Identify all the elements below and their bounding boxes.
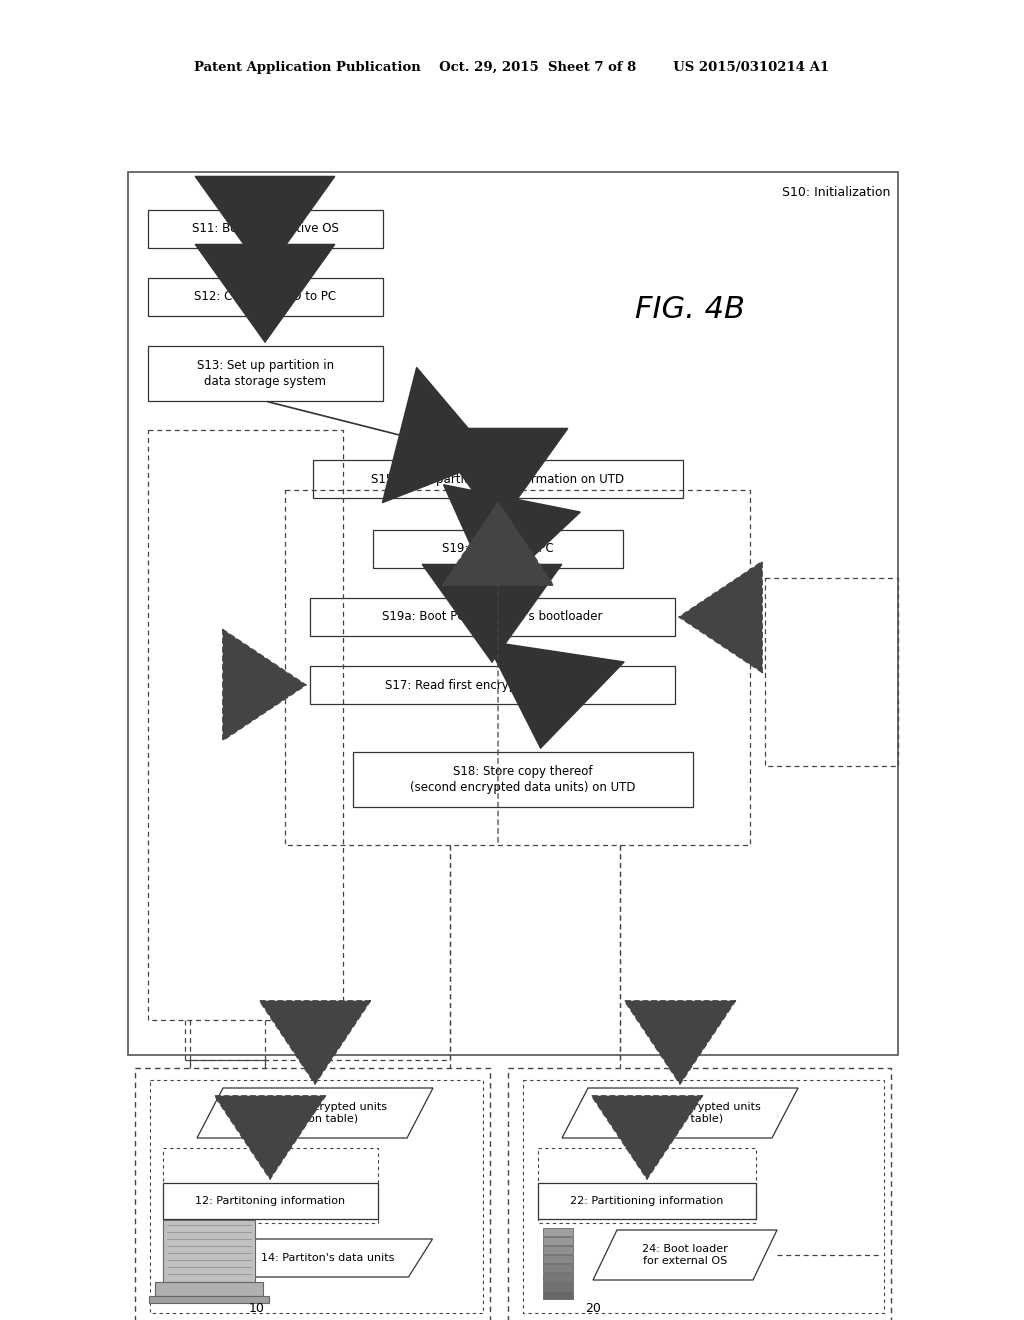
Text: S11: Boot PC's native OS: S11: Boot PC's native OS bbox=[193, 223, 339, 235]
Bar bbox=[150, 1296, 269, 1303]
Text: 24: Boot loader
for external OS: 24: Boot loader for external OS bbox=[642, 1245, 728, 1266]
Bar bbox=[310, 598, 675, 636]
Text: 12: Partitoning information: 12: Partitoning information bbox=[196, 1196, 345, 1206]
Polygon shape bbox=[223, 1239, 432, 1276]
Bar bbox=[543, 1255, 573, 1263]
Bar bbox=[163, 1220, 255, 1282]
Text: S17: Read first encrypted data units: S17: Read first encrypted data units bbox=[385, 678, 600, 692]
Bar bbox=[543, 1237, 573, 1245]
Bar bbox=[135, 1068, 490, 1320]
Bar bbox=[353, 752, 693, 807]
Bar bbox=[148, 210, 383, 248]
Text: Patent Application Publication    Oct. 29, 2015  Sheet 7 of 8        US 2015/031: Patent Application Publication Oct. 29, … bbox=[195, 62, 829, 74]
Text: S12: Connect UTD to PC: S12: Connect UTD to PC bbox=[195, 290, 337, 304]
Bar bbox=[523, 1080, 884, 1313]
Text: S15: Store partitioning information on UTD: S15: Store partitioning information on U… bbox=[372, 473, 625, 486]
Bar bbox=[148, 279, 383, 315]
Bar bbox=[310, 667, 675, 704]
Bar bbox=[765, 578, 898, 766]
Bar bbox=[313, 459, 683, 498]
Text: S13: Set up partition in
data storage system: S13: Set up partition in data storage sy… bbox=[197, 359, 334, 388]
Bar bbox=[285, 490, 750, 845]
Bar bbox=[150, 1080, 483, 1313]
Bar bbox=[163, 1148, 378, 1224]
Bar bbox=[148, 346, 383, 401]
Text: 22: Partitioning information: 22: Partitioning information bbox=[570, 1196, 724, 1206]
Polygon shape bbox=[562, 1088, 798, 1138]
Bar bbox=[543, 1282, 573, 1290]
Bar bbox=[543, 1228, 573, 1236]
Polygon shape bbox=[197, 1088, 433, 1138]
Bar bbox=[543, 1291, 573, 1299]
Text: 220: Second encrypted units
(Partition table): 220: Second encrypted units (Partition t… bbox=[600, 1102, 761, 1123]
Bar bbox=[148, 430, 343, 1020]
Text: S19a: Boot PC from UTD's bootloader: S19a: Boot PC from UTD's bootloader bbox=[382, 610, 603, 623]
Text: 14: Partiton's data units: 14: Partiton's data units bbox=[261, 1253, 394, 1263]
Bar bbox=[538, 1148, 756, 1224]
Text: 120: First encrypted units
(Partition table): 120: First encrypted units (Partition ta… bbox=[244, 1102, 386, 1123]
Text: S10: Initialization: S10: Initialization bbox=[781, 186, 890, 199]
Polygon shape bbox=[593, 1230, 777, 1280]
Bar bbox=[508, 1068, 891, 1320]
Bar bbox=[538, 1183, 756, 1218]
Bar bbox=[163, 1183, 378, 1218]
Bar bbox=[543, 1265, 573, 1272]
Bar bbox=[373, 531, 623, 568]
Bar bbox=[128, 172, 898, 1055]
Bar bbox=[155, 1282, 263, 1296]
Text: S19: Shut down PC: S19: Shut down PC bbox=[442, 543, 554, 556]
Text: FIG. 4B: FIG. 4B bbox=[635, 296, 744, 325]
Bar bbox=[543, 1272, 573, 1280]
Text: S18: Store copy thereof
(second encrypted data units) on UTD: S18: Store copy thereof (second encrypte… bbox=[411, 766, 636, 793]
Bar bbox=[543, 1246, 573, 1254]
Text: 20: 20 bbox=[585, 1302, 601, 1315]
Text: 10: 10 bbox=[249, 1302, 265, 1315]
